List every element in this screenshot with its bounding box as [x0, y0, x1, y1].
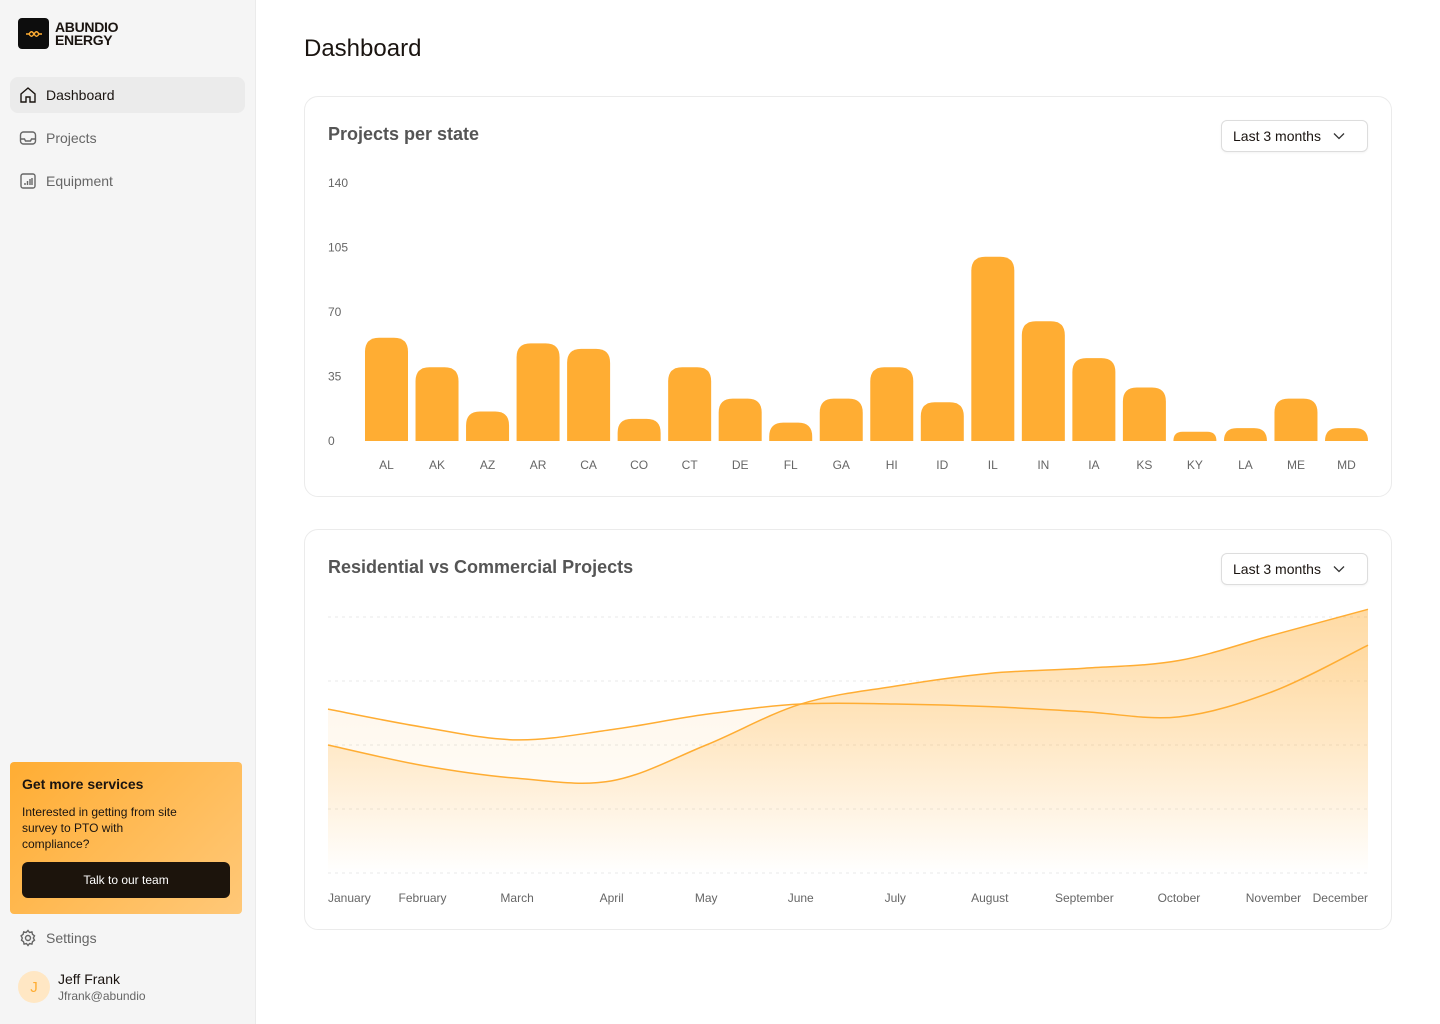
bar-chart-icon	[20, 173, 36, 189]
x-tick-label: CT	[682, 458, 699, 472]
x-tick-label: IN	[1037, 458, 1049, 472]
bar-CT[interactable]	[668, 367, 712, 441]
x-tick-label: CO	[630, 458, 648, 472]
x-tick-label: MD	[1337, 458, 1356, 472]
x-tick-label: ME	[1287, 458, 1305, 472]
residential-commercial-card: Residential vs Commercial Projects Last …	[304, 529, 1392, 930]
promo-title: Get more services	[22, 776, 144, 792]
x-tick-label: GA	[833, 458, 850, 472]
bar-IL[interactable]	[971, 256, 1015, 441]
bar-AZ[interactable]	[466, 411, 510, 441]
logo[interactable]: ABUNDIO ENERGY	[18, 18, 119, 49]
x-tick-label: FL	[784, 458, 798, 472]
bar-DE[interactable]	[718, 398, 762, 441]
settings-label: Settings	[46, 930, 97, 946]
x-tick-label: IL	[988, 458, 998, 472]
x-tick-label: DE	[732, 458, 749, 472]
chevron-down-icon	[1333, 566, 1345, 573]
bar-GA[interactable]	[819, 398, 863, 441]
sidebar-item-label: Projects	[46, 130, 97, 146]
bar-HI[interactable]	[870, 367, 914, 441]
bar-AK[interactable]	[415, 367, 459, 441]
card-title: Residential vs Commercial Projects	[328, 557, 634, 577]
x-tick-label: AL	[379, 458, 394, 472]
bar-KY[interactable]	[1173, 431, 1217, 441]
talk-to-team-button[interactable]: Talk to our team	[22, 862, 230, 898]
period-dropdown[interactable]: Last 3 months	[1221, 553, 1368, 585]
bar-CO[interactable]	[617, 418, 661, 441]
page-title: Dashboard	[304, 35, 422, 62]
sidebar-item-dashboard[interactable]: Dashboard	[10, 77, 245, 113]
bar-chart: 0 35 70 105 140 AL AK AZ AR CA CO CT DE FL GA HI ID IL IN I…	[328, 176, 1368, 472]
sidebar-item-label: Equipment	[46, 173, 113, 189]
bar-LA[interactable]	[1223, 428, 1267, 441]
sidebar-item-label: Dashboard	[46, 87, 115, 103]
brand-name: ABUNDIO ENERGY	[55, 18, 119, 48]
chevron-down-icon	[1333, 133, 1345, 140]
user-name: Jeff Frank	[58, 971, 120, 987]
gear-icon	[20, 929, 36, 947]
x-tick-label: ID	[936, 458, 948, 472]
user-email: Jfrank@abundio	[58, 989, 146, 1003]
x-tick-label: LA	[1238, 458, 1253, 472]
y-tick-label: 140	[328, 176, 348, 190]
inbox-icon	[19, 131, 37, 145]
x-tick-label: IA	[1088, 458, 1099, 472]
bar-FL[interactable]	[769, 422, 813, 441]
sidebar: ABUNDIO ENERGY Dashboard Projects Equipme…	[0, 0, 256, 1024]
bar-AL[interactable]	[365, 337, 408, 441]
bar-IA[interactable]	[1072, 358, 1116, 441]
avatar: J	[18, 971, 50, 1003]
x-tick-label: KY	[1187, 458, 1203, 472]
dropdown-value: Last 3 months	[1233, 128, 1321, 144]
x-tick-label: HI	[886, 458, 898, 472]
y-tick-label: 35	[328, 370, 342, 384]
user-profile[interactable]: J Jeff Frank Jfrank@abundio	[18, 971, 146, 1003]
home-icon	[20, 87, 36, 103]
y-tick-label: 105	[328, 241, 348, 255]
bar-MD[interactable]	[1325, 428, 1368, 441]
sidebar-nav: Dashboard Projects Equipment	[10, 77, 245, 206]
y-tick-label: 0	[328, 434, 335, 448]
bar-KS[interactable]	[1122, 387, 1166, 441]
bar-ME[interactable]	[1274, 398, 1318, 441]
bar-IN[interactable]	[1021, 321, 1065, 441]
settings-link[interactable]: Settings	[19, 929, 97, 947]
period-dropdown[interactable]: Last 3 months	[1221, 120, 1368, 152]
bar-AR[interactable]	[516, 343, 560, 441]
x-tick-label: AK	[429, 458, 445, 472]
sidebar-item-projects[interactable]: Projects	[10, 120, 245, 156]
sidebar-item-equipment[interactable]: Equipment	[10, 163, 245, 199]
x-tick-label: AZ	[480, 458, 495, 472]
x-tick-label: KS	[1136, 458, 1152, 472]
logo-icon	[18, 18, 49, 49]
promo-text: Interested in getting from site survey t…	[22, 805, 177, 851]
y-tick-label: 70	[328, 305, 342, 319]
bar-ID[interactable]	[920, 402, 964, 441]
card-title: Projects per state	[328, 124, 480, 144]
promo-card: Get more services Interested in getting …	[10, 762, 242, 914]
dropdown-value: Last 3 months	[1233, 561, 1321, 577]
x-tick-label: AR	[530, 458, 547, 472]
x-tick-label: CA	[580, 458, 597, 472]
bar-CA[interactable]	[567, 348, 611, 441]
